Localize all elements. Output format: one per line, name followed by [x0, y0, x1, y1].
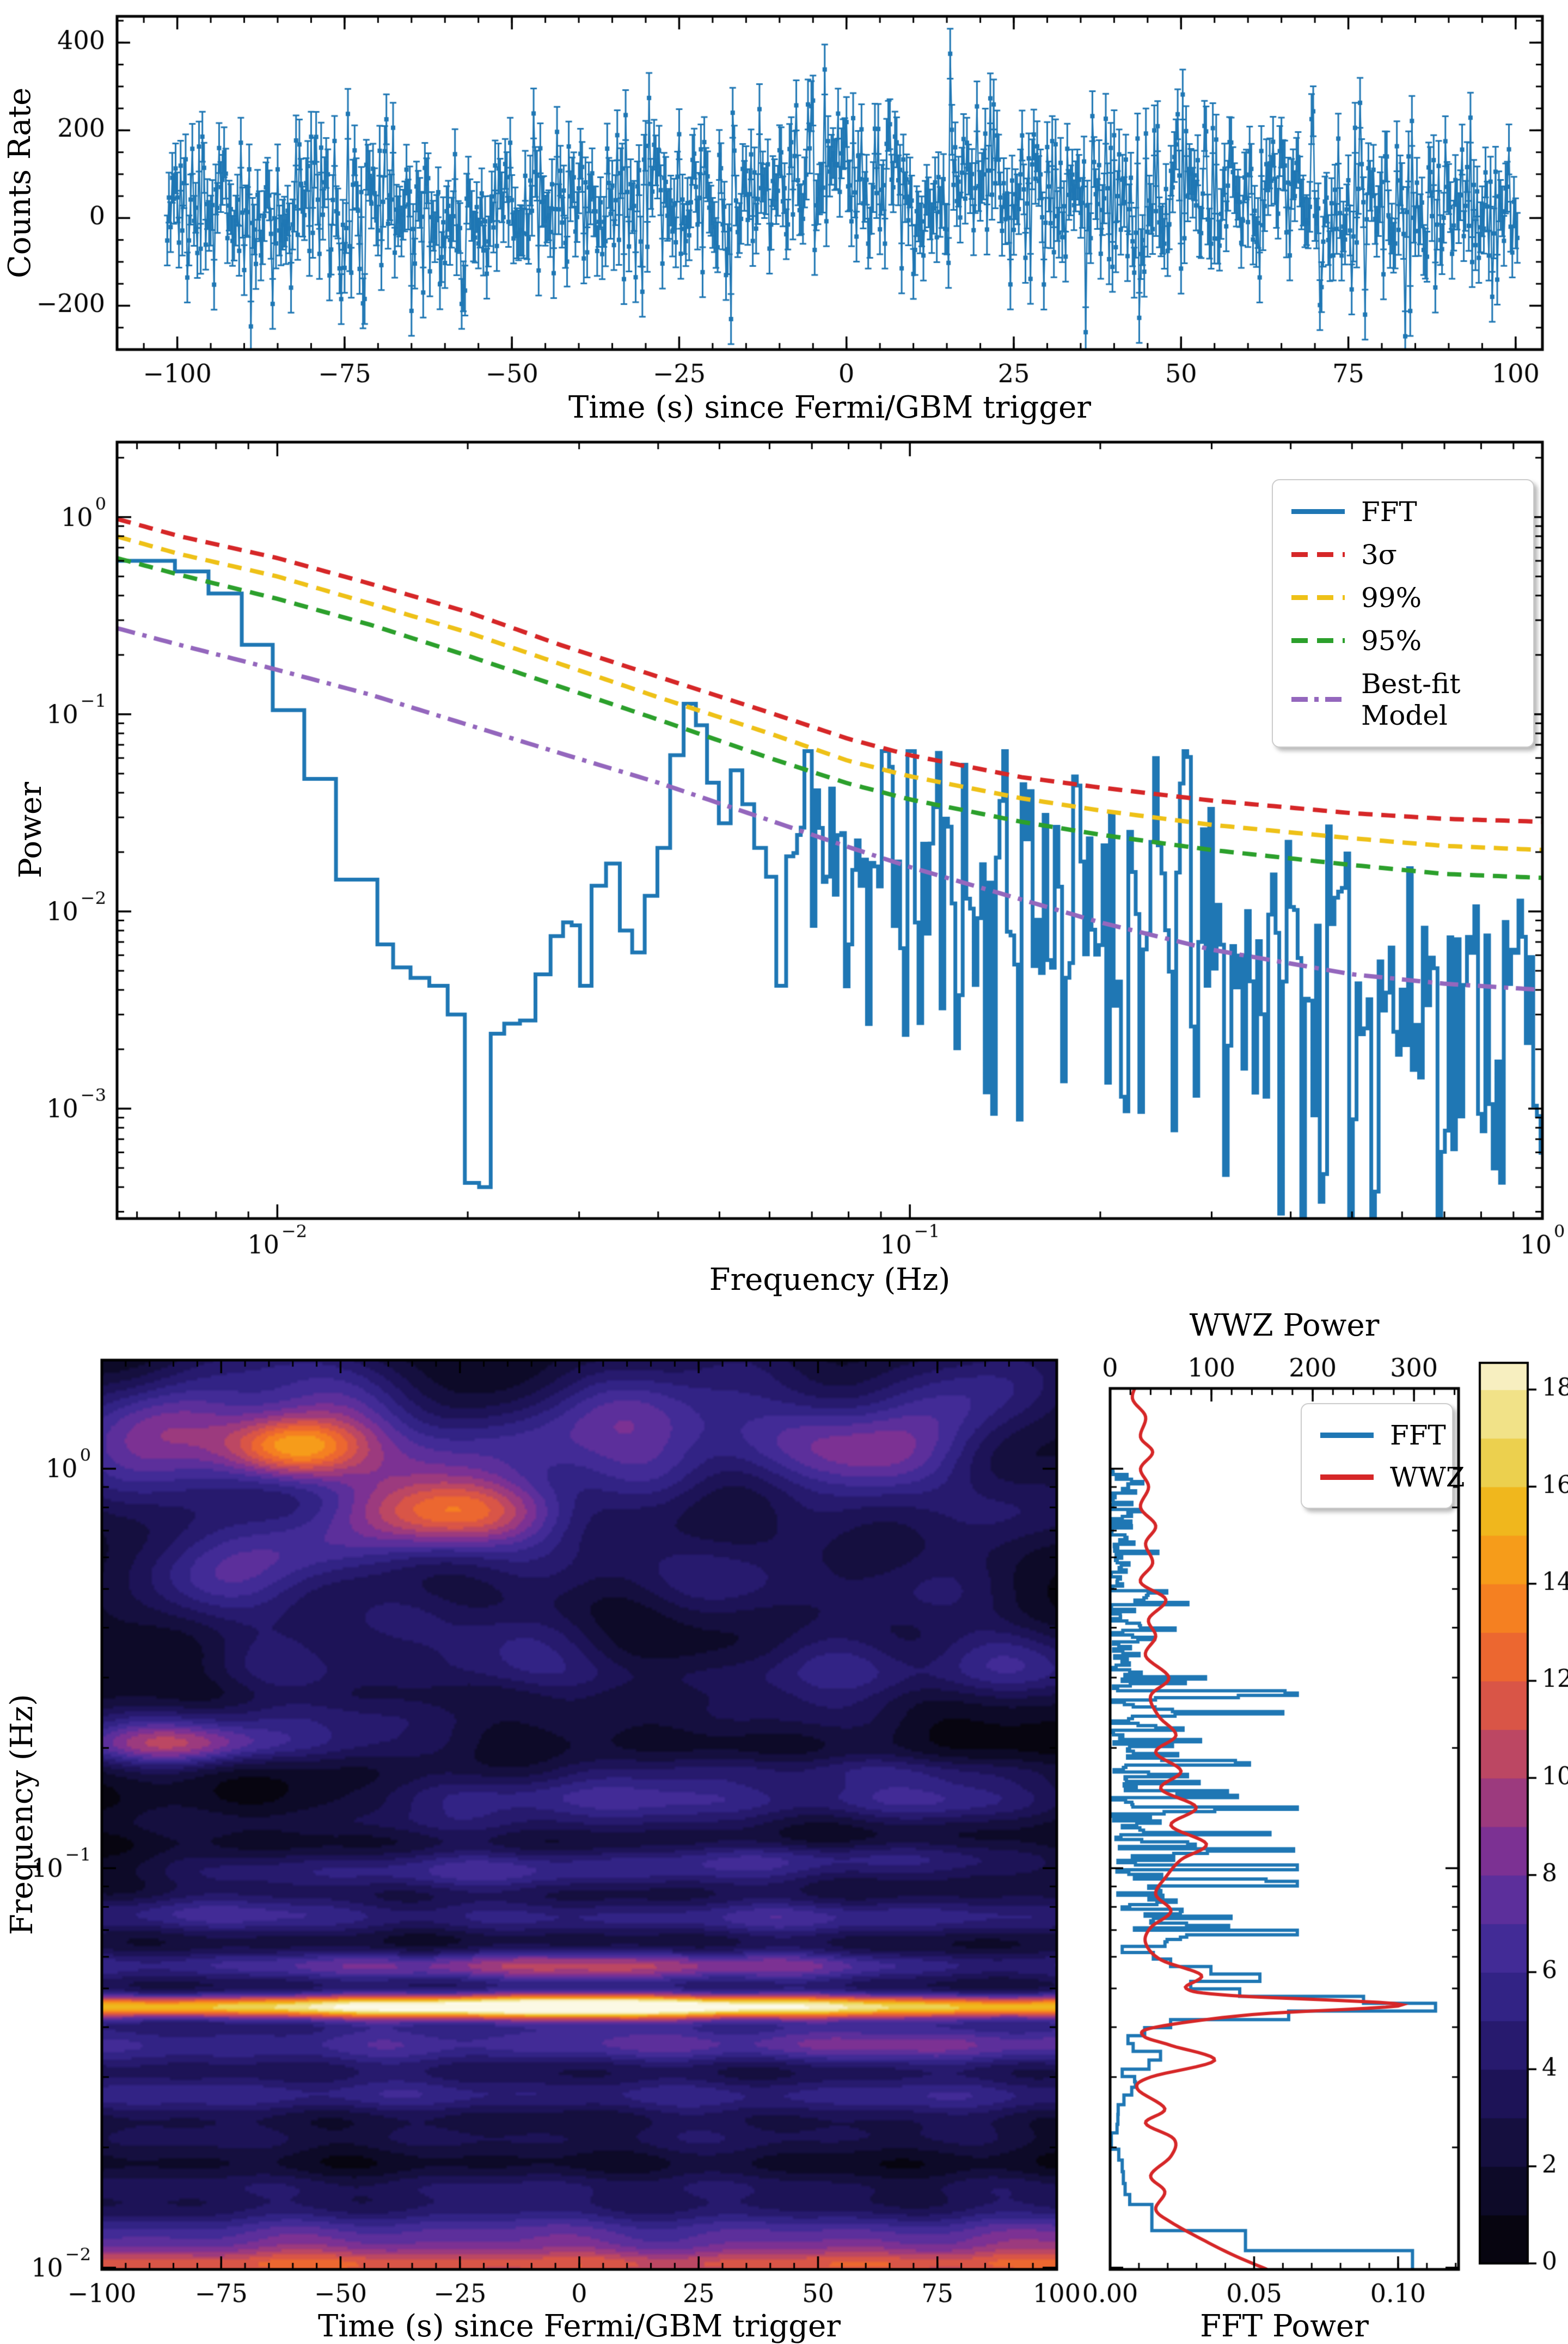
legend-entry-99: 99% [1291, 582, 1515, 614]
p95-line-sample [1291, 638, 1345, 643]
legend-entry-bestfit: Best-fit Model [1291, 668, 1515, 731]
legend-label-bestfit: Best-fit Model [1361, 668, 1461, 731]
legend-label-3sigma: 3σ [1361, 538, 1397, 571]
sigma3-line-sample [1291, 552, 1345, 557]
fft-profile-line-sample [1320, 1432, 1374, 1438]
lightcurve-yaxis-title: Counts Rate [2, 87, 38, 279]
wwz-profile-line-sample [1320, 1474, 1374, 1480]
legend-entry-wwz-profile: WWZ [1320, 1461, 1465, 1493]
legend-entry-95: 95% [1291, 625, 1515, 657]
legend-label-fft: FFT [1361, 495, 1417, 528]
legend-entry-fft: FFT [1291, 496, 1515, 528]
bestfit-line-sample [1291, 697, 1345, 702]
legend-label-95: 95% [1361, 625, 1422, 657]
spectrogram-xaxis-title: Time (s) since Fermi/GBM trigger [318, 2309, 841, 2344]
powerspectrum-xaxis-title: Frequency (Hz) [709, 1262, 951, 1298]
legend-label-fft-profile: FFT [1390, 1419, 1446, 1451]
fft-line-sample [1291, 509, 1345, 514]
p99-line-sample [1291, 595, 1345, 600]
legend-entry-3sigma: 3σ [1291, 539, 1515, 571]
profiles-bottom-axis-title: FFT Power [1200, 2309, 1369, 2344]
lightcurve-xaxis-title: Time (s) since Fermi/GBM trigger [568, 390, 1091, 425]
profiles-legend: FFT WWZ [1301, 1403, 1465, 1509]
legend-entry-fft-profile: FFT [1320, 1419, 1446, 1451]
powerspectrum-legend: FFT 3σ 99% 95% Best-fit Model [1272, 479, 1534, 748]
legend-label-wwz-profile: WWZ [1390, 1461, 1465, 1493]
legend-label-99: 99% [1361, 582, 1422, 614]
spectrogram-yaxis-title: Frequency (Hz) [4, 1694, 40, 1936]
profiles-top-axis-title: WWZ Power [1189, 1308, 1380, 1343]
powerspectrum-yaxis-title: Power [13, 782, 48, 879]
